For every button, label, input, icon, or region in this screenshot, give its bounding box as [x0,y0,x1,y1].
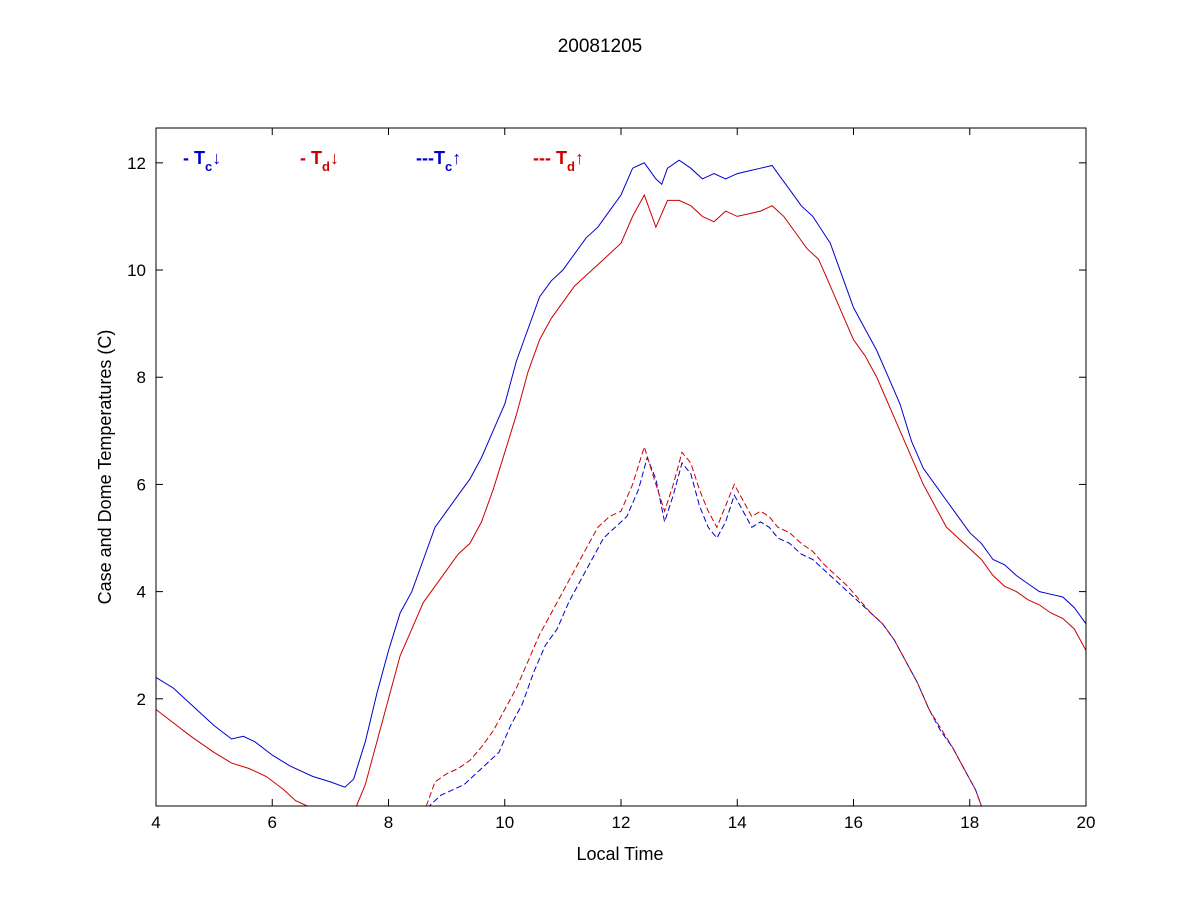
x-tick-label: 16 [844,813,863,832]
tick-layer: 4 6 8 10 12 14 16 18 20 2 4 6 8 10 12 [127,128,1095,832]
y-tick-label: 12 [127,154,146,173]
legend-entry-3: ---Tc↑ [416,148,461,174]
legend-entry-2: - Td↓ [300,148,339,174]
legend: - Tc↓ - Td↓ ---Tc↑ --- Td↑ [183,148,584,174]
x-tick-label: 8 [384,813,393,832]
x-tick-label: 20 [1077,813,1096,832]
y-tick-label: 8 [137,368,146,387]
series-line-1 [155,159,1087,788]
x-tick-label: 18 [960,813,979,832]
chart-title: 20081205 [558,36,643,57]
series-line-3 [156,456,982,807]
y-tick-label: 2 [137,690,146,709]
y-tick-label: 10 [127,261,146,280]
legend-entry-1: - Tc↓ [183,148,221,174]
y-tick-label: 4 [137,583,146,602]
legend-entry-4: --- Td↑ [533,148,584,174]
y-tick-label: 6 [137,475,146,494]
plot-frame [155,127,1087,807]
series-layer [155,159,1087,807]
x-tick-label: 12 [612,813,631,832]
series-line-4 [156,445,982,807]
x-tick-label: 6 [268,813,277,832]
x-tick-label: 14 [728,813,747,832]
x-tick-label: 4 [151,813,160,832]
x-axis-label: Local Time [576,844,663,864]
x-tick-label: 10 [495,813,514,832]
y-axis-label: Case and Dome Temperatures (C) [95,330,115,605]
